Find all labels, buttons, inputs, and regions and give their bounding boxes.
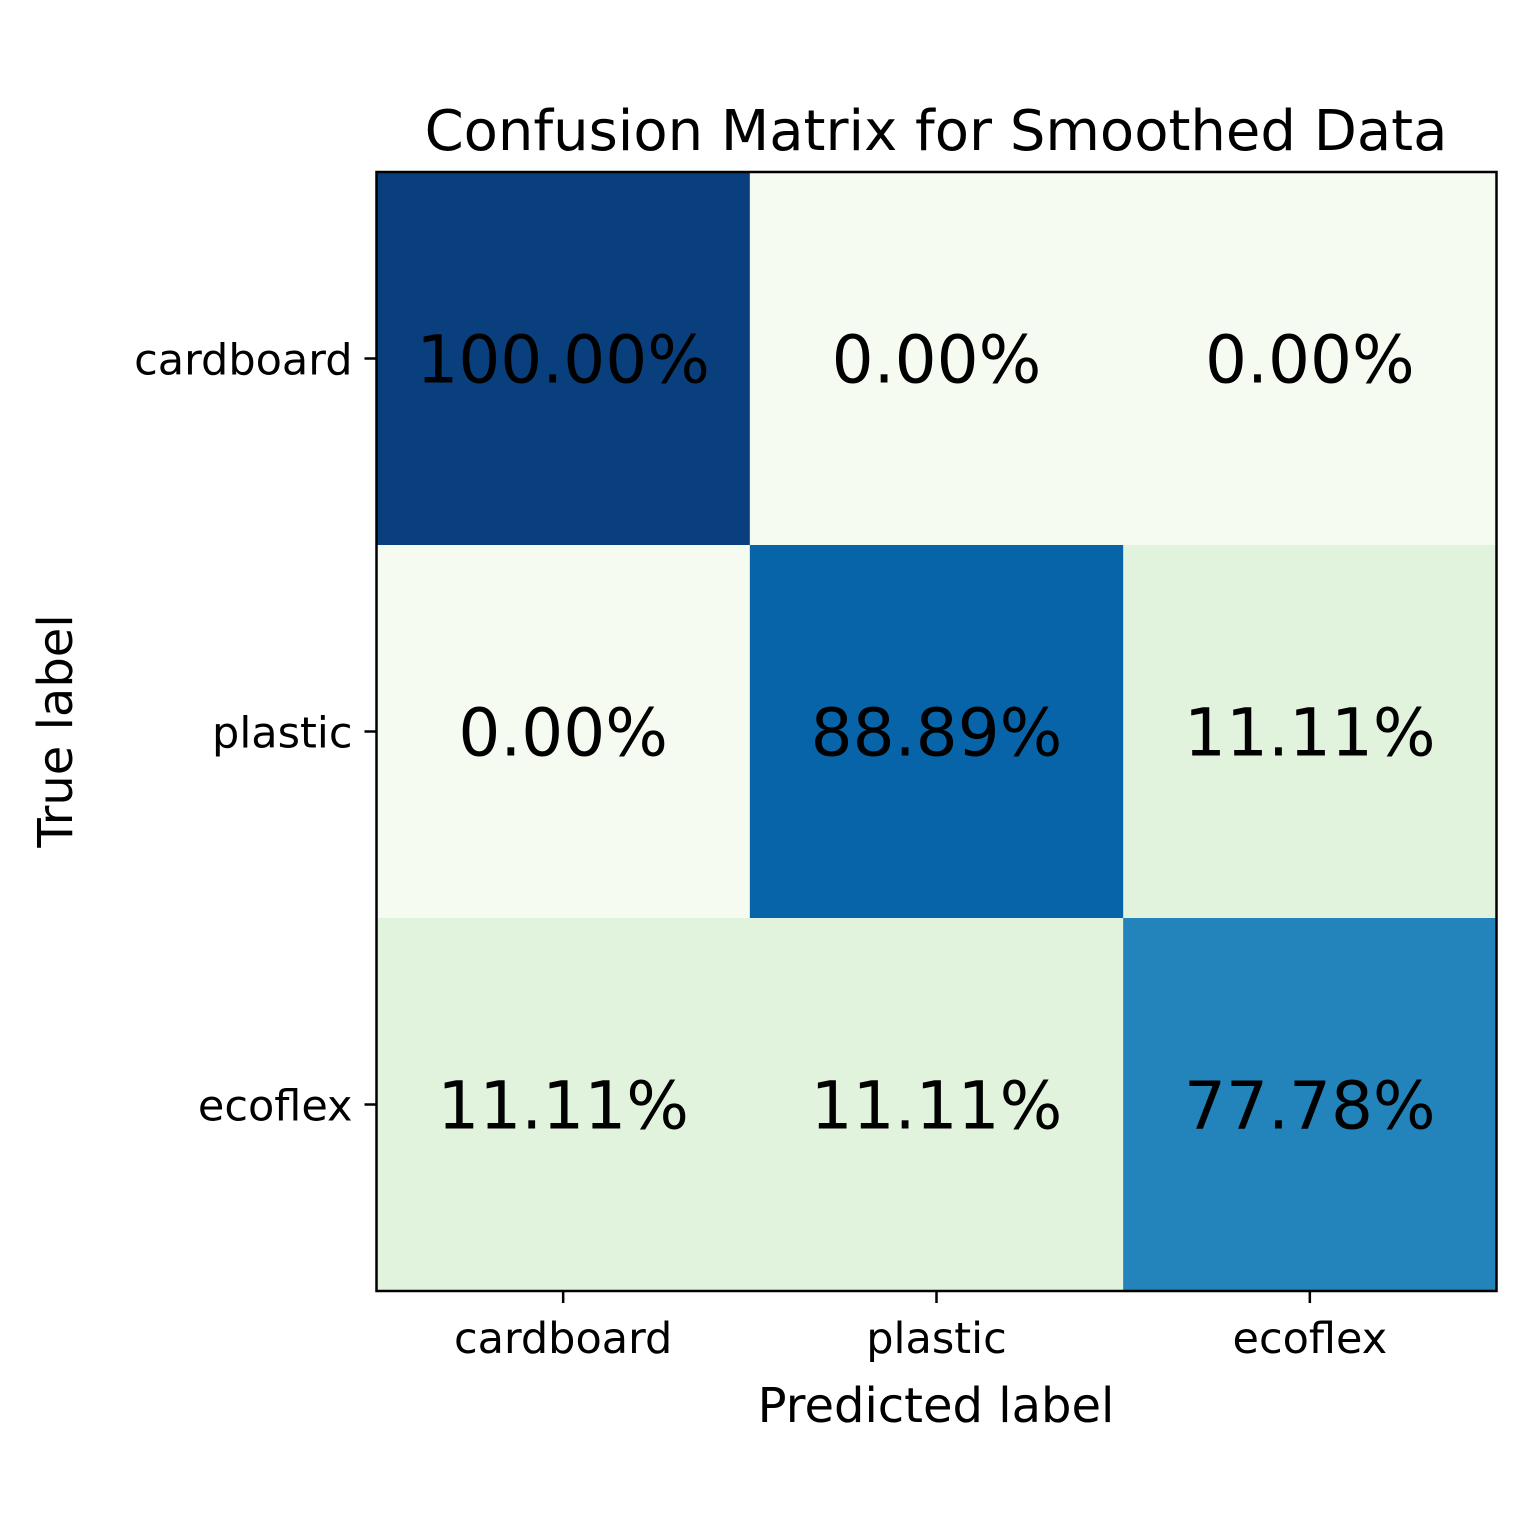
- heatmap-cell-ecoflex-plastic: [749, 918, 1124, 1292]
- cell-value-label-plastic-ecoflex: 11.11%: [1184, 695, 1436, 772]
- x-tick-label-plastic: plastic: [866, 1314, 1006, 1364]
- heatmap-cell-cardboard-cardboard: [376, 172, 751, 546]
- heatmap-cell-plastic-plastic: [749, 545, 1124, 919]
- y-axis-ticks: cardboard plastic ecoflex: [134, 336, 377, 1132]
- heatmap-cell-cardboard-plastic: [749, 172, 1124, 546]
- cell-value-label-cardboard-plastic: 0.00%: [832, 322, 1042, 399]
- heatmap-cell-cardboard-ecoflex: [1123, 172, 1497, 546]
- heatmap-cell-ecoflex-ecoflex: [1123, 918, 1497, 1292]
- x-axis-ticks: cardboard plastic ecoflex: [454, 1291, 1387, 1364]
- cell-value-label-ecoflex-plastic: 11.11%: [811, 1068, 1063, 1145]
- heatmap-cells: [376, 172, 1497, 1292]
- heatmap-cell-labels: 100.00% 0.00% 0.00% 0.00% 88.89% 11.11% 11.11%…: [416, 322, 1435, 1145]
- cell-value-label-ecoflex-ecoflex: 77.78%: [1184, 1068, 1436, 1145]
- x-tick-label-ecoflex: ecoflex: [1233, 1314, 1388, 1364]
- cell-value-label-ecoflex-cardboard: 11.11%: [437, 1068, 689, 1145]
- cell-value-label-cardboard-cardboard: 100.00%: [416, 322, 710, 399]
- heatmap-cell-plastic-ecoflex: [1123, 545, 1497, 919]
- cell-value-label-cardboard-ecoflex: 0.00%: [1205, 322, 1415, 399]
- x-axis-label: Predicted label: [758, 1378, 1115, 1434]
- cell-value-label-plastic-cardboard: 0.00%: [458, 695, 668, 772]
- y-tick-label-cardboard: cardboard: [134, 336, 352, 386]
- y-tick-label-ecoflex: ecoflex: [198, 1082, 353, 1132]
- heatmap-cell-ecoflex-cardboard: [376, 918, 751, 1292]
- x-tick-label-cardboard: cardboard: [454, 1314, 672, 1364]
- y-axis-label: True label: [28, 614, 84, 848]
- heatmap-cell-plastic-cardboard: [376, 545, 751, 919]
- cell-value-label-plastic-plastic: 88.89%: [811, 695, 1063, 772]
- y-tick-label-plastic: plastic: [212, 709, 352, 759]
- chart-title: Confusion Matrix for Smoothed Data: [425, 99, 1448, 164]
